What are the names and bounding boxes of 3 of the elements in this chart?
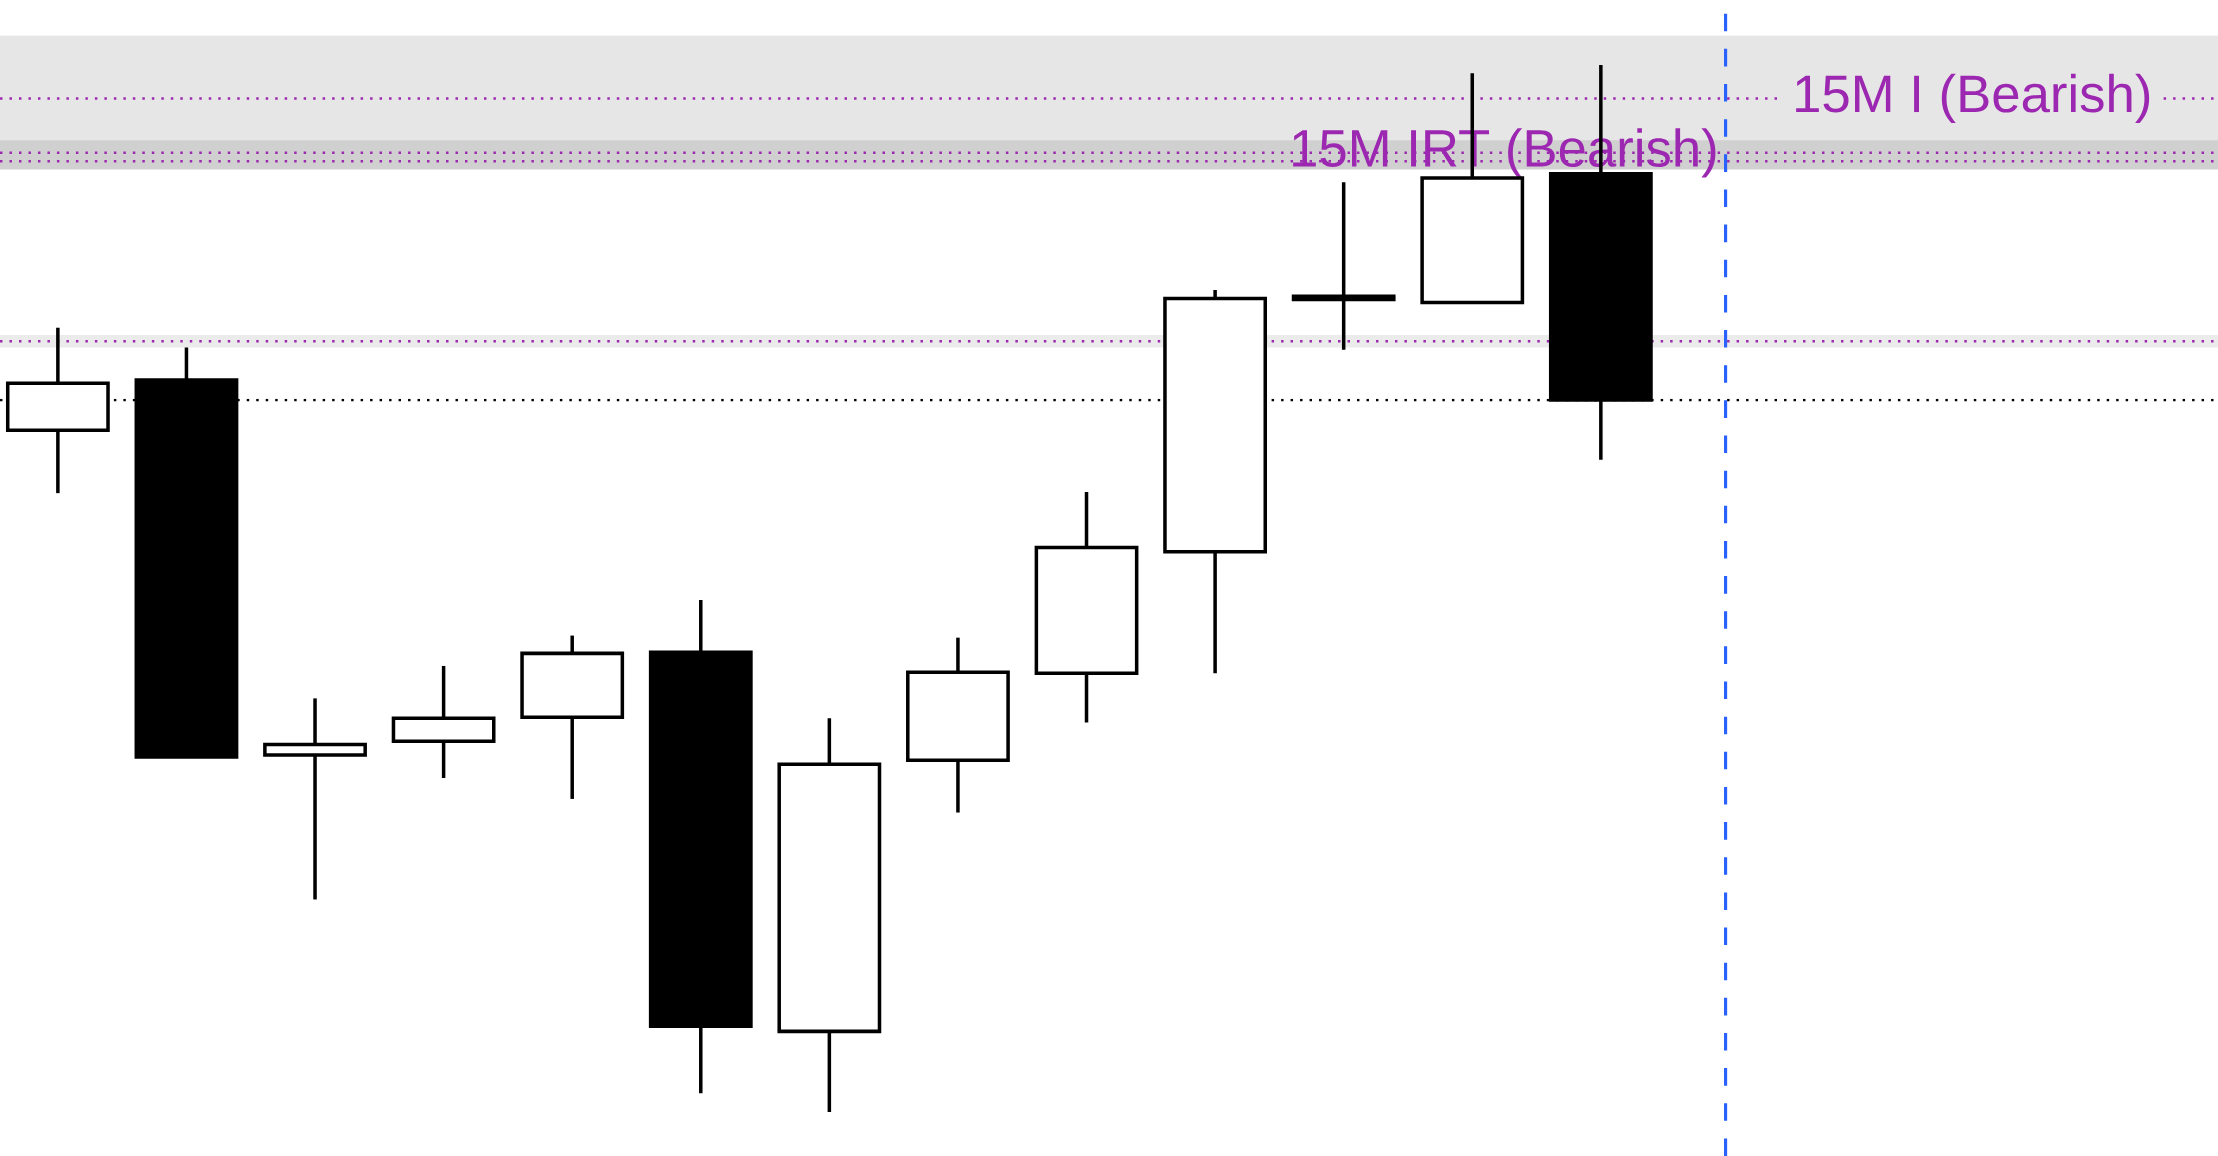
candlestick <box>1291 182 1396 350</box>
ref-line-label: 15M I (Bearish) <box>1796 73 2150 123</box>
candlestick <box>263 698 367 900</box>
